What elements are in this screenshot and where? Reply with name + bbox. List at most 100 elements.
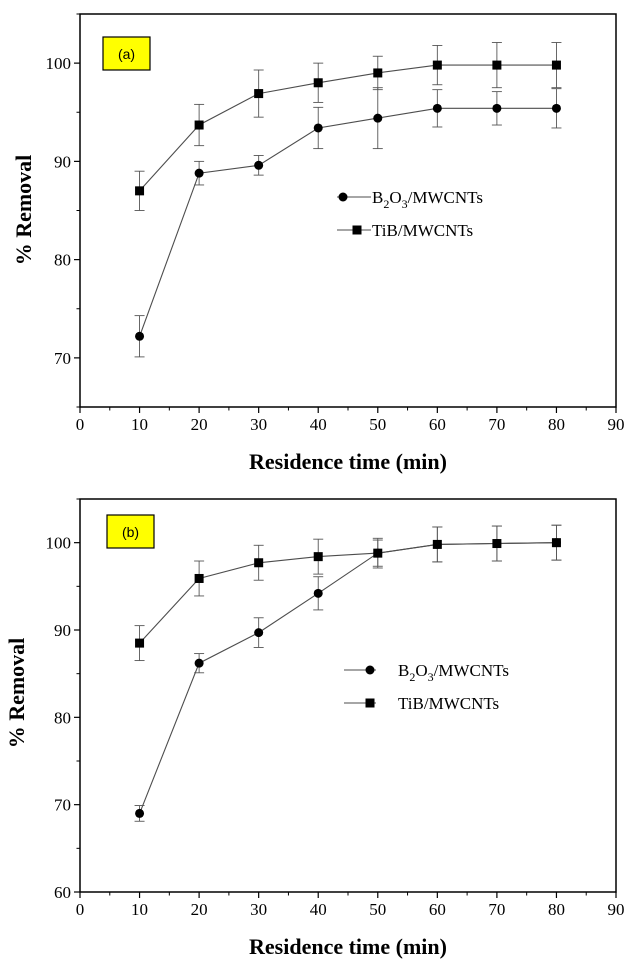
data-point-circle [492,103,502,113]
x-axis-title: Residence time (min) [249,934,447,959]
series-layer [134,524,562,822]
x-tick-label: 70 [488,900,505,919]
legend-o-text: O [389,188,401,207]
data-point-circle [194,168,204,178]
data-point-circle [194,658,204,668]
legend: B2O3/MWCNTs TiB/MWCNTs [337,188,483,240]
x-tick-label: 60 [429,415,446,434]
panel-tag-label: (a) [118,46,135,62]
data-point-square [135,638,145,648]
data-point-circle [254,160,264,170]
data-point-square [551,538,561,548]
data-point-square [373,68,383,78]
legend: B2O3/MWCNTs TiB/MWCNTs [344,661,509,713]
legend-sub-3: 3 [428,670,434,684]
y-tick-label: 90 [54,621,71,640]
legend-suffix-text: /MWCNTs [434,661,509,680]
x-tick-label: 30 [250,900,267,919]
y-tick-label: 80 [54,708,71,727]
y-axis-ticks: 70 80 90 100 [46,13,80,408]
data-point-circle [551,103,561,113]
data-point-circle [432,103,442,113]
legend-marker-square [352,225,362,235]
legend-marker-circle [365,665,375,675]
y-tick-label: 70 [54,349,71,368]
series-layer [134,42,562,358]
legend-b-text: B [372,188,383,207]
legend-label-b2o3: B2O3/MWCNTs [398,661,509,684]
data-point-square [551,60,561,70]
data-point-square [432,60,442,70]
data-point-square [492,60,502,70]
legend-entry-b2o3: B2O3/MWCNTs [337,188,483,211]
data-point-square [135,186,145,196]
legend-label-b2o3: B2O3/MWCNTs [372,188,483,211]
series-line [139,107,557,337]
x-tick-label: 90 [608,900,625,919]
x-tick-label: 0 [76,415,85,434]
series-line [139,64,557,192]
data-point-circle [135,331,145,341]
series-square [134,524,562,662]
x-tick-label: 70 [488,415,505,434]
legend-sub-2: 2 [383,197,389,211]
x-tick-label: 50 [369,900,386,919]
panel-tag: (a) [102,36,151,71]
x-tick-label: 90 [608,415,625,434]
chart-panel-b: 0 10 20 30 40 50 60 70 80 90 60 70 80 90 100 (b) Resi… [4,498,625,959]
data-point-circle [313,123,323,133]
chart-panel-a: 0 10 20 30 40 50 60 70 80 90 70 80 90 100 (a) Reside… [11,13,625,474]
legend-marker-circle [338,192,348,202]
data-point-circle [373,113,383,123]
panel-tag-label: (b) [122,524,139,540]
legend-entry-b2o3: B2O3/MWCNTs [344,661,509,684]
legend-label-tib: TiB/MWCNTs [372,221,473,240]
x-axis-title: Residence time (min) [249,449,447,474]
y-axis-title: % Removal [4,638,29,749]
data-point-square [492,539,502,549]
data-point-square [194,573,204,583]
legend-marker-square [365,698,375,708]
x-tick-label: 80 [548,900,565,919]
legend-sub-2: 2 [409,670,415,684]
x-tick-label: 20 [191,900,208,919]
x-tick-label: 50 [369,415,386,434]
data-point-circle [135,808,145,818]
data-point-square [313,78,323,88]
data-point-square [254,558,264,568]
series-line [139,542,557,644]
panel-tag-box [106,514,155,549]
x-tick-label: 40 [310,900,327,919]
series-circle [134,87,562,358]
x-tick-label: 0 [76,900,85,919]
x-axis-ticks: 0 10 20 30 40 50 60 70 80 90 [76,407,625,434]
y-tick-label: 90 [54,152,71,171]
data-point-square [254,89,264,99]
data-point-square [194,120,204,130]
x-axis-ticks: 0 10 20 30 40 50 60 70 80 90 [76,892,625,919]
data-point-circle [254,628,264,638]
x-tick-label: 10 [131,415,148,434]
y-tick-label: 70 [54,796,71,815]
plot-area-frame [79,498,617,893]
data-point-square [313,552,323,562]
plot-area-frame [79,13,617,408]
series-square [134,42,562,211]
data-point-square [432,539,442,549]
data-point-square [373,548,383,558]
x-tick-label: 40 [310,415,327,434]
legend-suffix-text: /MWCNTs [408,188,483,207]
legend-sub-3: 3 [402,197,408,211]
y-tick-label: 100 [46,534,72,553]
x-tick-label: 10 [131,900,148,919]
legend-entry-tib: TiB/MWCNTs [344,694,499,713]
x-tick-label: 60 [429,900,446,919]
y-axis-title: % Removal [11,155,36,266]
legend-label-tib: TiB/MWCNTs [398,694,499,713]
panel-tag: (b) [106,514,155,549]
y-axis-ticks: 60 70 80 90 100 [46,498,80,902]
y-tick-label: 100 [46,54,72,73]
x-tick-label: 20 [191,415,208,434]
legend-entry-tib: TiB/MWCNTs [337,221,473,240]
